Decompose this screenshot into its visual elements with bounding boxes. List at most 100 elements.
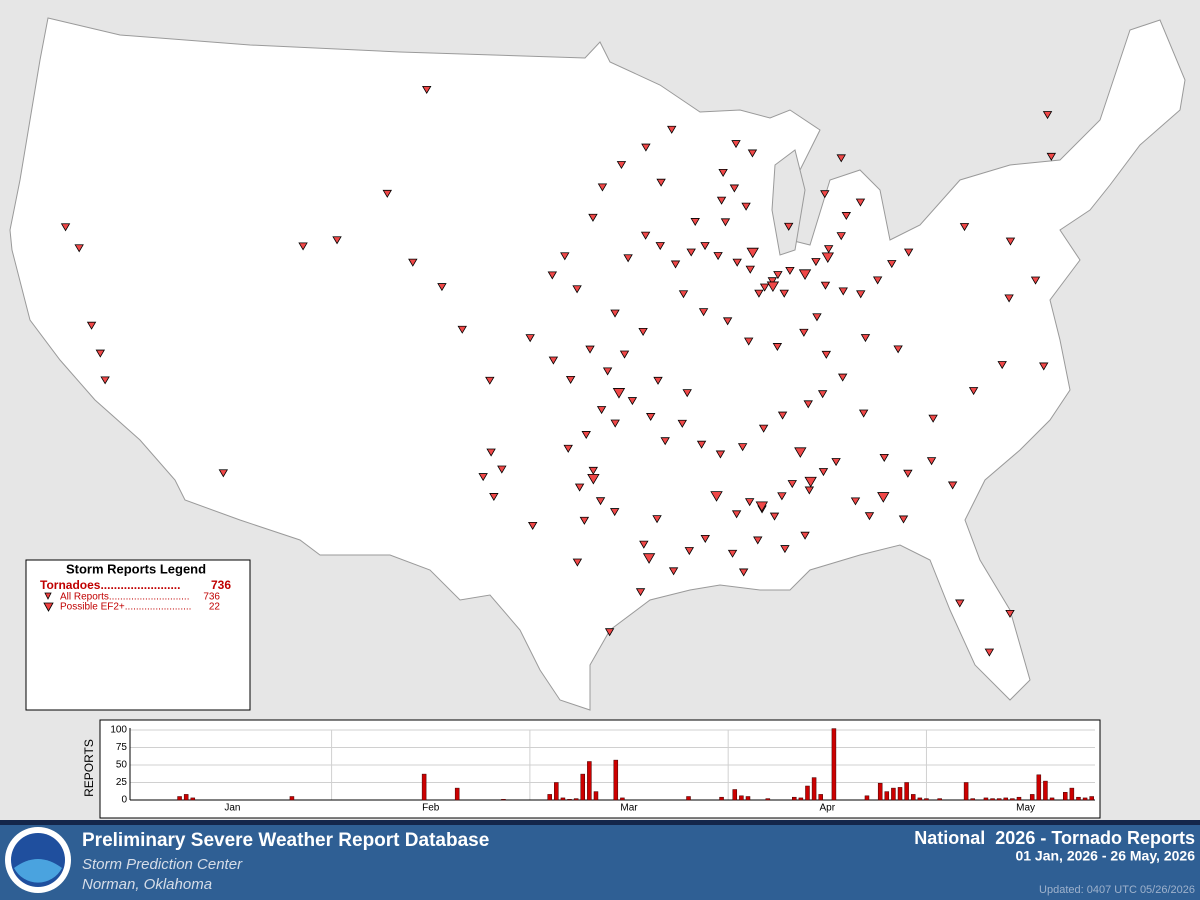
- bar: [1010, 798, 1015, 801]
- legend-icon: [44, 592, 52, 600]
- tornado-report: [656, 178, 666, 187]
- bar: [421, 773, 427, 801]
- tornado-report: [1030, 276, 1041, 285]
- x-tick-label: Apr: [820, 803, 836, 814]
- tornado-report: [670, 260, 681, 269]
- tornado-report: [850, 497, 861, 506]
- tornado-report: [678, 290, 689, 299]
- tornado-report: [779, 289, 789, 298]
- tornado-report: [754, 289, 764, 298]
- tornado-report: [984, 648, 995, 657]
- tornado-report: [856, 290, 866, 299]
- bar: [1069, 787, 1075, 801]
- tornado-report: [579, 516, 590, 525]
- tornado-report: [408, 258, 418, 267]
- tornado-report: [820, 281, 831, 290]
- tornado-report: [581, 431, 591, 440]
- bar: [1016, 796, 1022, 801]
- tornado-report: [784, 222, 794, 231]
- y-tick-label: 25: [116, 777, 128, 788]
- tornado-report: [700, 242, 710, 251]
- tornado-report: [769, 512, 780, 521]
- tornado-report: [955, 599, 965, 608]
- legend-ef2-count: 22: [209, 602, 221, 613]
- tornado-report: [777, 492, 787, 501]
- ef2-report: [587, 473, 600, 485]
- tornado-report: [753, 536, 763, 545]
- y-tick-label: 50: [116, 760, 128, 771]
- tornado-report: [525, 334, 535, 343]
- tornado-report: [682, 389, 692, 398]
- bar: [904, 782, 909, 801]
- tornado-report: [738, 568, 749, 577]
- tornado-report: [903, 248, 914, 257]
- tornado-report: [731, 140, 741, 149]
- tornado-report: [928, 414, 938, 423]
- ef2-report: [612, 388, 626, 399]
- tornado-report: [1005, 237, 1016, 246]
- legend: Storm Reports Legend Tornadoes..........…: [25, 559, 251, 711]
- bar: [613, 759, 619, 801]
- tornado-report: [727, 549, 738, 558]
- bar: [983, 797, 989, 801]
- bar: [620, 797, 625, 801]
- tornado-report: [836, 232, 846, 241]
- legend-box: [25, 559, 251, 711]
- ef2-report: [710, 491, 723, 502]
- bar: [580, 773, 586, 801]
- footer-org: Storm Prediction Center: [82, 856, 243, 873]
- footer-rule: [0, 820, 1200, 825]
- tornado-report: [595, 497, 606, 506]
- tornado-report: [485, 376, 495, 385]
- tornado-report: [527, 521, 538, 530]
- ef2-report: [804, 476, 817, 488]
- tornado-report: [855, 198, 866, 207]
- legend-tornadoes: Tornadoes........................: [40, 578, 180, 592]
- tornado-report: [831, 458, 841, 467]
- tornado-report: [772, 343, 783, 352]
- tornado-report: [609, 508, 620, 517]
- ef2-report: [821, 252, 834, 264]
- tornado-report: [640, 231, 651, 240]
- chart: 0 25 50 75 100 Jan Feb Mar Apr May: [110, 725, 1095, 814]
- chart-frame: [99, 719, 1101, 819]
- bar: [190, 797, 196, 801]
- footer-location: Norman, Oklahoma: [82, 876, 212, 893]
- tornado-report: [715, 450, 726, 459]
- bar: [937, 798, 942, 801]
- tornado-report: [596, 406, 607, 415]
- bar: [547, 794, 552, 801]
- tornado-report: [787, 480, 797, 489]
- bar: [593, 791, 599, 801]
- x-tick-label: Mar: [620, 803, 638, 814]
- tornado-report: [720, 218, 731, 227]
- bar: [864, 795, 870, 801]
- bar: [798, 797, 804, 801]
- legend-ef2: Possible EF2+........................: [60, 602, 191, 613]
- tornado-report: [74, 244, 84, 253]
- legend-icon: [43, 602, 54, 612]
- tornado-report: [588, 213, 598, 222]
- tornado-report: [610, 419, 620, 428]
- tornado-report: [811, 258, 821, 267]
- tornado-report: [574, 483, 585, 492]
- bar: [454, 787, 460, 801]
- bar: [990, 798, 995, 801]
- tornado-report: [836, 154, 846, 163]
- tornado-report: [812, 313, 822, 322]
- tornado-report: [837, 373, 848, 382]
- bar: [1089, 796, 1094, 801]
- tornado-report: [800, 531, 810, 540]
- tornado-report: [645, 413, 656, 422]
- bar: [818, 794, 823, 801]
- tornado-report: [653, 376, 663, 385]
- legend-title: Storm Reports Legend: [66, 561, 206, 576]
- tornado-report: [1046, 152, 1057, 161]
- tornado-report: [95, 349, 106, 358]
- tornado-report: [585, 345, 595, 354]
- tornado-report: [744, 337, 754, 346]
- bar: [177, 796, 182, 801]
- tornado-report: [997, 361, 1007, 370]
- tornado-report: [947, 481, 958, 490]
- tornado-report: [823, 245, 834, 254]
